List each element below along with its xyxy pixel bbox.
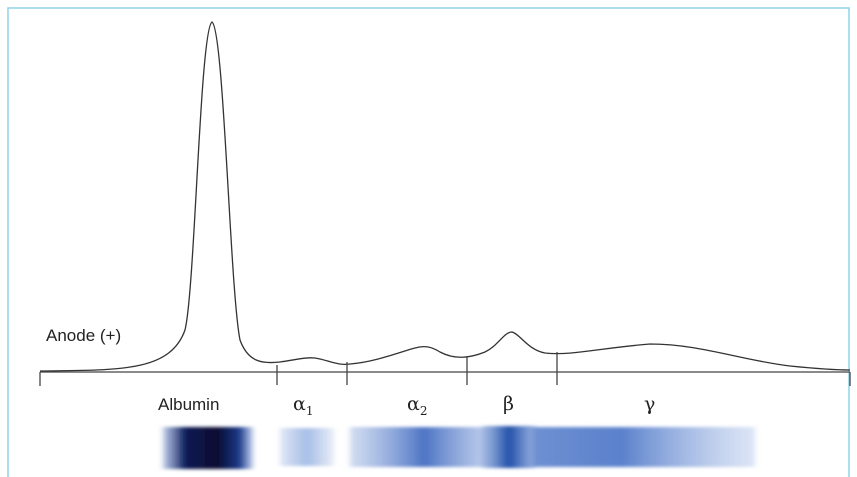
background [0, 0, 857, 477]
anode-label: Anode (+) [46, 326, 121, 345]
fraction-subscript: 2 [420, 404, 428, 418]
diagram: Anode (+) Albumin α1 α2 β γ [0, 0, 857, 477]
fraction-label: γ [644, 393, 655, 415]
gel-strip [163, 426, 755, 469]
gamma-band [533, 427, 755, 467]
fraction-symbol: α [407, 393, 420, 415]
fraction-subscript: 1 [306, 404, 314, 418]
alpha1-band [280, 428, 334, 466]
alpha2-band [350, 427, 485, 467]
fraction-label: Albumin [158, 395, 219, 414]
albumin-band [163, 427, 253, 469]
fraction-label: β [503, 393, 514, 415]
beta-band [483, 426, 535, 468]
fraction-symbol: α [293, 393, 306, 415]
